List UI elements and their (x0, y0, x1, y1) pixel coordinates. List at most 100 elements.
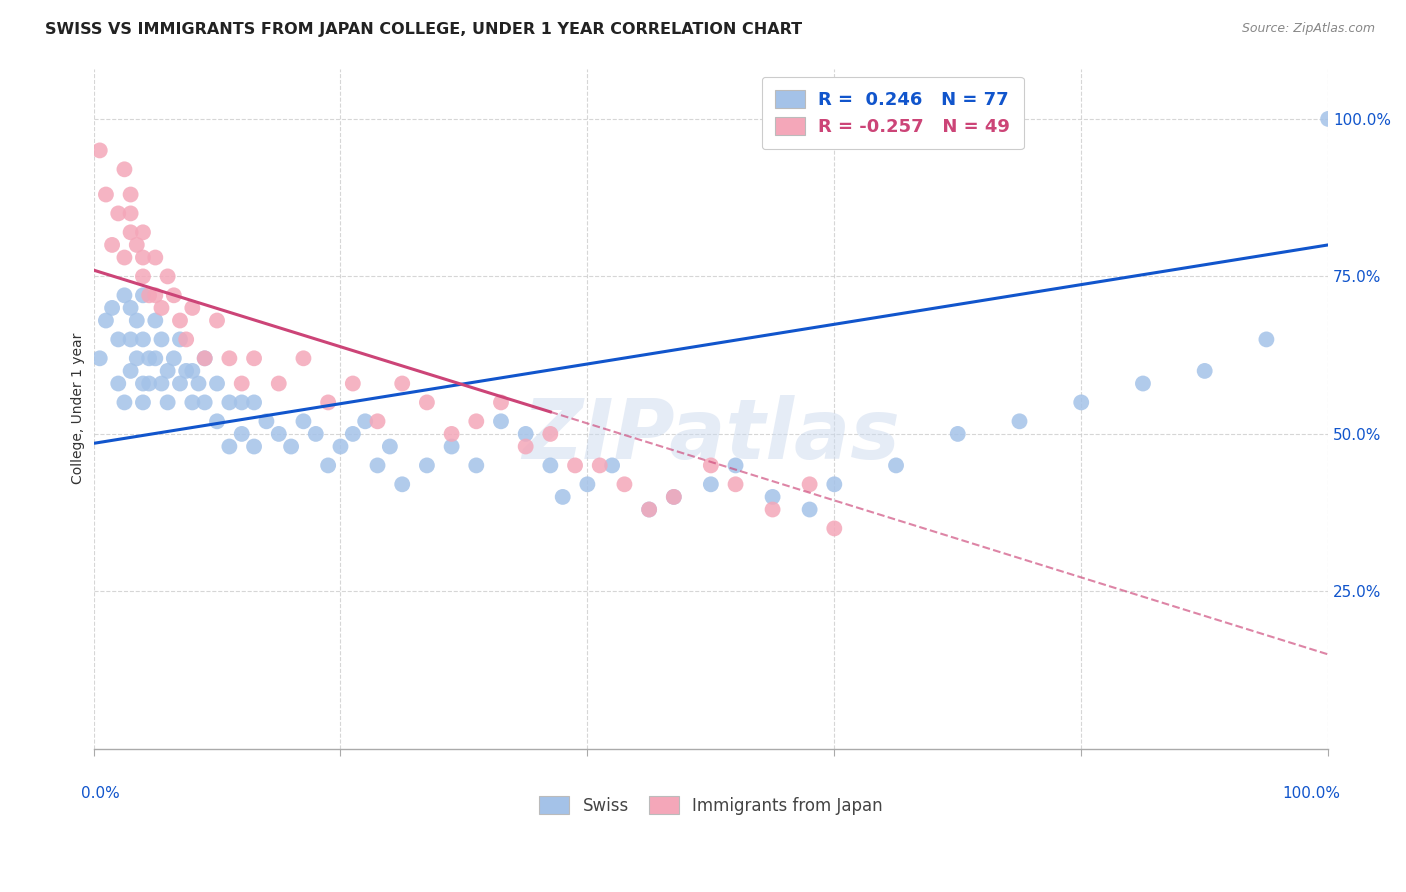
Point (551, 490, 574, 504)
Point (613, 477, 636, 491)
Point (329, 440, 352, 454)
Point (1256, 333, 1278, 347)
Point (114, 288, 136, 302)
Point (378, 440, 401, 454)
Point (94, 187, 117, 202)
Point (125, 351, 148, 366)
Point (138, 351, 160, 366)
Point (169, 376, 191, 391)
Point (292, 414, 315, 428)
Point (132, 376, 155, 391)
Point (181, 395, 204, 409)
Point (120, 187, 142, 202)
Point (205, 414, 228, 428)
Point (150, 376, 173, 391)
Point (267, 426, 290, 441)
Point (205, 313, 228, 327)
Point (143, 251, 166, 265)
Point (125, 238, 148, 252)
Text: ZIPatlas: ZIPatlas (522, 395, 900, 476)
Point (125, 313, 148, 327)
Point (243, 351, 266, 366)
Text: SWISS VS IMMIGRANTS FROM JAPAN COLLEGE, UNDER 1 YEAR CORRELATION CHART: SWISS VS IMMIGRANTS FROM JAPAN COLLEGE, … (45, 22, 801, 37)
Point (107, 376, 129, 391)
Point (465, 414, 488, 428)
Point (416, 458, 439, 473)
Point (231, 426, 253, 441)
Point (243, 440, 266, 454)
Point (280, 440, 302, 454)
Point (174, 333, 197, 347)
Point (440, 440, 463, 454)
Point (101, 238, 124, 252)
Point (194, 351, 217, 366)
Point (515, 440, 537, 454)
Point (114, 162, 136, 177)
Point (391, 477, 413, 491)
Point (107, 333, 129, 347)
Point (132, 225, 155, 239)
Point (254, 414, 277, 428)
Point (1194, 364, 1216, 378)
Point (132, 269, 155, 284)
Text: Source: ZipAtlas.com: Source: ZipAtlas.com (1241, 22, 1375, 36)
Point (538, 426, 561, 441)
Point (342, 426, 364, 441)
Point (150, 301, 173, 315)
Point (89, 144, 111, 158)
Point (120, 333, 142, 347)
Point (367, 458, 389, 473)
Point (231, 376, 253, 391)
Point (181, 301, 204, 315)
Point (1132, 376, 1154, 391)
Point (305, 426, 328, 441)
Point (538, 458, 561, 473)
Point (114, 251, 136, 265)
Point (114, 395, 136, 409)
Point (700, 458, 723, 473)
Point (292, 351, 315, 366)
Point (143, 313, 166, 327)
Point (316, 458, 339, 473)
Point (218, 395, 240, 409)
Point (489, 395, 512, 409)
Point (163, 351, 186, 366)
Point (94, 313, 117, 327)
Point (354, 414, 377, 428)
Point (156, 364, 179, 378)
Point (101, 301, 124, 315)
Point (1317, 112, 1340, 126)
Point (724, 477, 747, 491)
Point (218, 351, 240, 366)
Point (194, 351, 217, 366)
Point (662, 490, 685, 504)
Point (120, 206, 142, 220)
Point (724, 458, 747, 473)
Point (638, 502, 661, 516)
Point (169, 313, 191, 327)
Point (169, 333, 191, 347)
Point (156, 395, 179, 409)
Point (181, 364, 204, 378)
Point (143, 288, 166, 302)
Point (156, 269, 179, 284)
Point (1008, 414, 1031, 428)
Text: 100.0%: 100.0% (1282, 787, 1340, 801)
Point (700, 477, 723, 491)
Point (150, 333, 173, 347)
Point (120, 301, 142, 315)
Point (576, 477, 599, 491)
Point (187, 376, 209, 391)
Point (243, 395, 266, 409)
Point (761, 502, 783, 516)
Legend: Swiss, Immigrants from Japan: Swiss, Immigrants from Japan (530, 788, 891, 823)
Point (316, 395, 339, 409)
Point (440, 426, 463, 441)
Y-axis label: College, Under 1 year: College, Under 1 year (72, 333, 86, 484)
Point (194, 395, 217, 409)
Point (799, 502, 821, 516)
Point (205, 376, 228, 391)
Point (823, 521, 845, 535)
Point (761, 490, 783, 504)
Point (120, 364, 142, 378)
